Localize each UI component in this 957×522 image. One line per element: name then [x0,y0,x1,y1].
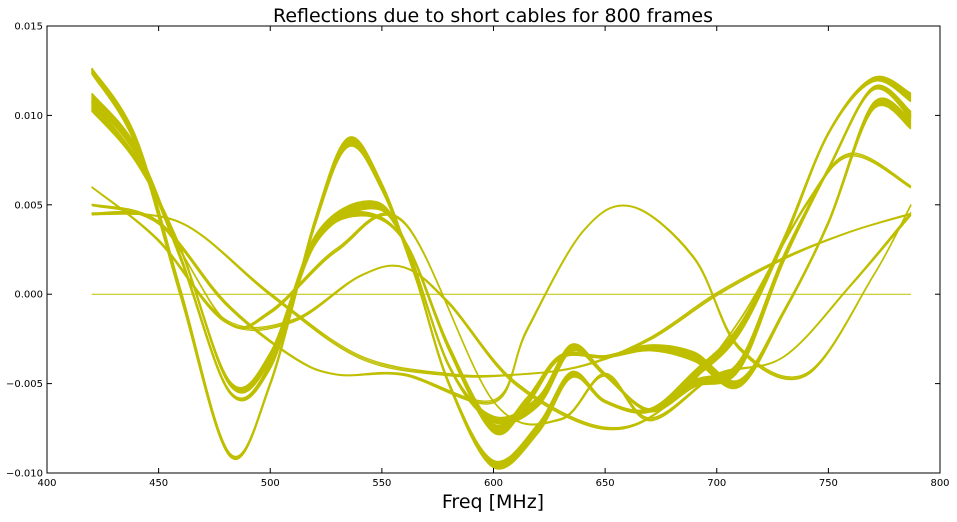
series-line [91,87,912,425]
y-tick-label: −0.005 [6,379,43,390]
chart-title: Reflections due to short cables for 800 … [273,5,713,27]
series-line [91,68,912,465]
series-line [91,210,912,425]
y-tick-label: 0.015 [14,22,43,33]
series-line [91,68,912,464]
axis-ticks: 400 450 500 550 600 650 700 750 800 −0.010 −0.005 0… [6,22,950,490]
series-line [91,212,912,426]
x-tick-label: 550 [372,478,391,489]
series-line [91,103,912,435]
y-tick-label: 0.000 [14,290,43,301]
x-tick-label: 750 [819,478,838,489]
series-line [91,155,912,431]
y-tick-label: 0.005 [14,200,43,211]
x-tick-label: 800 [930,478,949,489]
series-line [91,204,912,405]
series-line [91,211,912,426]
x-tick-label: 450 [149,478,168,489]
plot-lines [91,67,912,470]
y-tick-label: −0.010 [6,469,43,480]
x-tick-label: 500 [261,478,280,489]
series-line [91,102,912,434]
series-line [91,72,912,470]
x-tick-label: 650 [596,478,615,489]
series-line [91,104,912,436]
series-line [91,101,912,433]
series-line [91,101,912,431]
series-line [91,71,912,468]
x-tick-label: 400 [37,478,56,489]
x-tick-label: 600 [484,478,503,489]
series-line [91,213,912,378]
x-axis-label: Freq [MHz] [442,491,544,513]
x-tick-label: 700 [707,478,726,489]
series-line [91,70,912,467]
series-line [91,72,912,469]
series-line [91,67,912,463]
series-line [91,69,912,466]
y-tick-label: 0.010 [14,111,43,122]
series-line [91,70,912,467]
